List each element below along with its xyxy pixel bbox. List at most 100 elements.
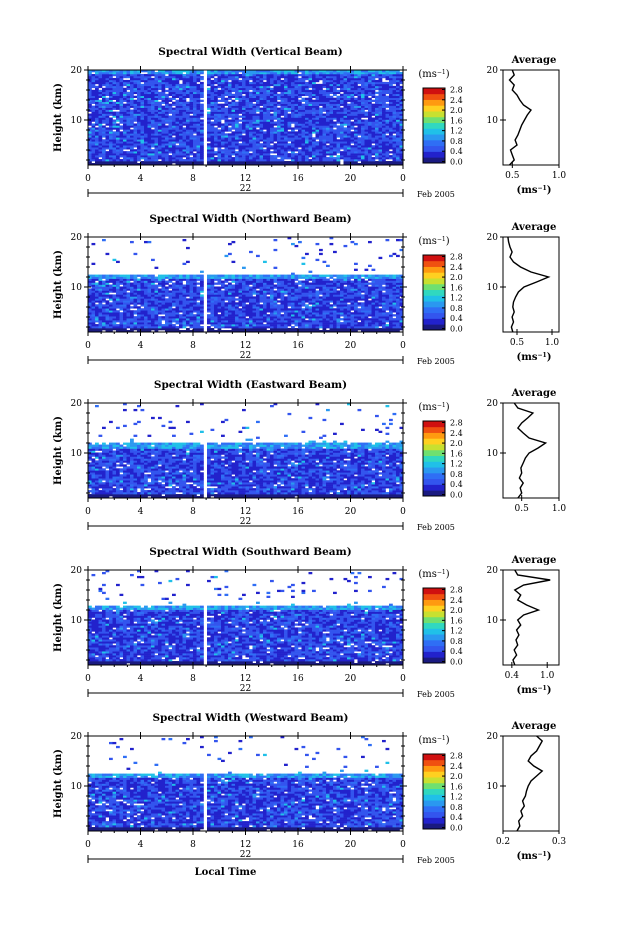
- heatmap-cell: [245, 95, 250, 99]
- heatmap-cell: [245, 330, 250, 333]
- heatmap-cell: [151, 149, 155, 152]
- heatmap-cell: [280, 95, 285, 99]
- heatmap-cell: [179, 83, 183, 87]
- heatmap-cell: [210, 125, 215, 128]
- heatmap-cell: [277, 111, 281, 114]
- heatmap-cell: [161, 93, 166, 97]
- heatmap-cell: [361, 101, 365, 104]
- heatmap-cell: [256, 157, 260, 160]
- heatmap-cell: [312, 131, 316, 134]
- heatmap-cell: [137, 97, 141, 100]
- colorbar-label: (ms−1): [418, 69, 449, 81]
- heatmap-cell: [291, 316, 295, 319]
- heatmap-cell: [245, 101, 250, 104]
- heatmap-cell: [273, 143, 278, 146]
- heatmap-cell: [357, 95, 362, 99]
- heatmap-cell: [273, 111, 278, 114]
- heatmap-cell: [319, 129, 323, 132]
- heatmap-cell: [392, 89, 397, 93]
- heatmap-cell: [308, 151, 313, 154]
- heatmap-cell: [207, 70, 211, 73]
- heatmap-cell: [154, 324, 159, 327]
- heatmap-cell: [133, 153, 138, 156]
- heatmap-cell: [305, 109, 309, 112]
- heatmap-cell: [238, 87, 243, 91]
- heatmap-cell: [228, 127, 232, 130]
- heatmap-cell: [284, 135, 288, 138]
- heatmap-cell: [326, 133, 330, 136]
- heatmap-cell: [175, 147, 180, 150]
- heatmap-cell: [224, 322, 229, 325]
- heatmap-cell: [151, 99, 155, 102]
- heatmap-cell: [193, 75, 197, 79]
- heatmap-cell: [144, 330, 148, 333]
- heatmap-cell: [193, 77, 197, 81]
- heatmap-cell: [340, 115, 344, 118]
- heatmap-cell: [375, 326, 379, 329]
- heatmap-cell: [235, 115, 239, 118]
- heatmap-cell: [350, 121, 355, 124]
- heatmap-cell: [378, 101, 383, 104]
- heatmap-cell: [161, 119, 166, 122]
- heatmap-cell: [182, 70, 187, 73]
- heatmap-cell: [144, 157, 148, 160]
- heatmap-cell: [270, 97, 274, 100]
- heatmap-cell: [91, 133, 96, 136]
- heatmap-cell: [133, 143, 138, 146]
- heatmap-cell: [294, 79, 299, 83]
- heatmap-cell: [305, 141, 309, 144]
- heatmap-cell: [175, 318, 180, 321]
- heatmap-cell: [158, 125, 162, 128]
- heatmap-cell: [238, 119, 243, 122]
- heatmap-cell: [266, 111, 271, 114]
- heatmap-cell: [305, 77, 309, 81]
- heatmap-cell: [228, 87, 232, 91]
- heatmap-cell: [193, 326, 197, 329]
- heatmap-cell: [336, 147, 341, 150]
- heatmap-cell: [133, 109, 138, 112]
- heatmap-cell: [123, 119, 127, 122]
- heatmap-cell: [137, 115, 141, 118]
- heatmap-cell: [287, 324, 292, 327]
- heatmap-cell: [392, 111, 397, 114]
- heatmap-cell: [123, 89, 127, 93]
- heatmap-cell: [140, 133, 145, 136]
- heatmap-cell: [284, 163, 288, 166]
- heatmap-cell: [123, 105, 127, 108]
- heatmap-cell: [378, 330, 383, 333]
- heatmap-cell: [382, 312, 386, 315]
- heatmap-cell: [102, 161, 106, 164]
- heatmap-cell: [95, 151, 99, 154]
- heatmap-cell: [382, 129, 386, 132]
- heatmap-cell: [354, 77, 358, 81]
- heatmap-cell: [137, 149, 141, 152]
- heatmap-cell: [322, 316, 327, 319]
- y-axis-label: Height (km): [53, 83, 64, 152]
- heatmap-cell: [280, 137, 285, 140]
- heatmap-cell: [137, 81, 141, 85]
- heatmap-cell: [95, 149, 99, 152]
- heatmap-cell: [294, 149, 299, 152]
- heatmap-cell: [291, 159, 295, 162]
- heatmap-cell: [210, 324, 215, 327]
- heatmap-cell: [165, 125, 169, 128]
- heatmap-cell: [95, 131, 99, 134]
- heatmap-cell: [130, 121, 134, 124]
- heatmap-cell: [126, 119, 131, 122]
- heatmap-cell: [382, 70, 386, 73]
- heatmap-cell: [378, 70, 383, 73]
- heatmap-cell: [207, 330, 211, 333]
- heatmap-cell: [378, 113, 383, 116]
- heatmap-cell: [133, 99, 138, 102]
- heatmap-cell: [382, 163, 386, 166]
- heatmap-cell: [140, 328, 145, 331]
- heatmap-cell: [207, 83, 211, 87]
- heatmap-cell: [179, 147, 183, 150]
- heatmap-cell: [238, 143, 243, 146]
- heatmap-cell: [301, 79, 306, 83]
- heatmap-cell: [287, 73, 292, 77]
- heatmap-cell: [231, 125, 236, 128]
- heatmap-cell: [193, 73, 197, 77]
- heatmap-cell: [312, 101, 316, 104]
- heatmap-cell: [186, 89, 190, 93]
